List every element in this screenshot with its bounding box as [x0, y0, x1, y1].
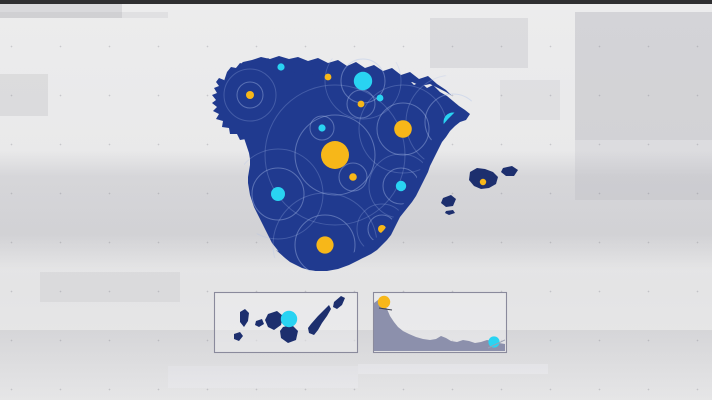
- background-panel-center-mid: [430, 18, 528, 68]
- ring-galicia-0: [236, 81, 264, 109]
- inset-norte-africa: [372, 291, 508, 354]
- tenerife-path: [265, 311, 283, 330]
- spain-mainland-path: [224, 58, 470, 271]
- background-panel-left-block: [0, 74, 48, 116]
- ring-madrid-0: [294, 114, 376, 196]
- inset-africa-frame: [372, 291, 508, 354]
- marker-pais-vasco[interactable]: [353, 71, 373, 91]
- ring-aragon-0: [376, 102, 430, 156]
- background-panel-bottom-left: [40, 272, 180, 302]
- ring-pais-vasco-1: [324, 55, 402, 120]
- fuerteventura-path: [308, 305, 331, 335]
- formentera-path: [445, 210, 455, 215]
- ring-madrid-1: [264, 84, 406, 226]
- background-panel-left-upper: [0, 4, 122, 18]
- marker-asturias[interactable]: [277, 63, 285, 71]
- ceuta-leader-line: [378, 307, 393, 311]
- menorca-path: [501, 166, 518, 176]
- inset-canarias: [213, 291, 359, 354]
- background-panel-bottom-wide: [168, 366, 358, 388]
- el-hierro-path: [234, 332, 243, 341]
- inset-canarias-frame: [213, 291, 359, 354]
- ibiza-path: [441, 195, 456, 207]
- marker-extremadura[interactable]: [271, 187, 285, 201]
- marker-aragon[interactable]: [394, 120, 412, 138]
- galicia-coast-path: [212, 78, 248, 140]
- marker-cantabria[interactable]: [324, 73, 332, 81]
- la-gomera-path: [255, 319, 264, 327]
- melilla-leader-line: [487, 339, 505, 349]
- gran-canaria-path: [280, 325, 298, 343]
- ring-andalucia-0: [294, 214, 356, 272]
- background-panel-bottom-right: [358, 364, 548, 374]
- marker-galicia[interactable]: [246, 91, 254, 99]
- ring-galicia-1: [223, 68, 277, 122]
- marker-la-rioja[interactable]: [357, 100, 365, 108]
- mallorca-path: [469, 168, 498, 189]
- ring-la-rioja-0: [346, 89, 376, 119]
- marker-castilla-mancha[interactable]: [349, 173, 357, 181]
- ring-extremadura-0: [251, 167, 305, 221]
- marker-castilla-leon[interactable]: [318, 124, 326, 132]
- marker-ceuta[interactable]: [377, 295, 391, 309]
- ring-castilla-mancha-0: [338, 162, 368, 192]
- marker-melilla[interactable]: [488, 336, 500, 348]
- marker-navarra[interactable]: [376, 94, 384, 102]
- marker-comunidad-valenciana[interactable]: [395, 180, 407, 192]
- peninsula-group: [212, 55, 518, 272]
- background-panel-right-lower: [575, 140, 712, 200]
- cantabrian-coast-path: [236, 56, 452, 96]
- marker-baleares[interactable]: [479, 178, 487, 186]
- marker-gran-canaria[interactable]: [280, 310, 298, 328]
- background-panel-right-large: [575, 12, 712, 140]
- africa-coast-shapes: [374, 295, 505, 351]
- marker-andalucia[interactable]: [316, 236, 334, 254]
- canarias-shapes: [234, 296, 345, 343]
- ring-castilla-leon-0: [309, 115, 335, 141]
- background-panel-midright: [500, 80, 560, 120]
- north-africa-coast-path: [374, 300, 505, 351]
- baleares-group: [441, 166, 518, 215]
- marker-madrid[interactable]: [321, 141, 349, 169]
- background-panel-top-strip: [0, 12, 168, 18]
- top-bar: [0, 0, 712, 4]
- lanzarote-path: [333, 296, 345, 309]
- la-palma-path: [240, 309, 249, 327]
